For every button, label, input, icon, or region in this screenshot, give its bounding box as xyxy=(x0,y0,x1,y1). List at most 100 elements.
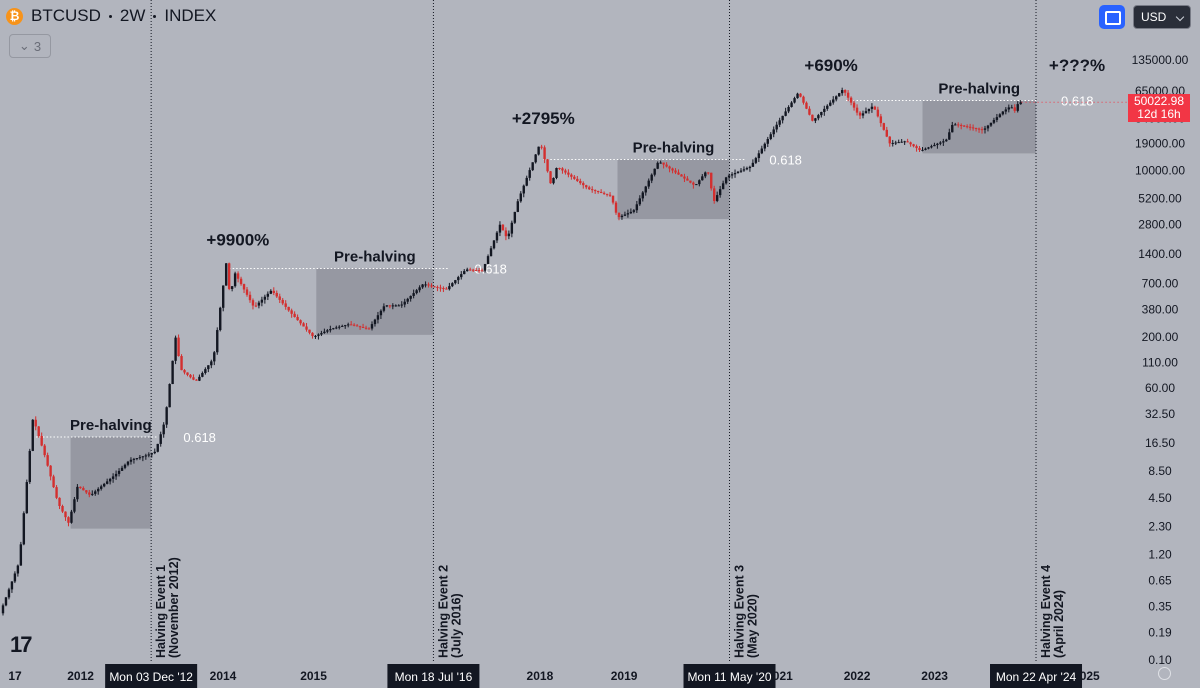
halving-label: Halving Event 1 (November 2012) xyxy=(154,557,181,658)
candle-body xyxy=(67,517,70,523)
candle-body xyxy=(590,189,594,191)
candle-body xyxy=(335,327,338,329)
candle-body xyxy=(379,310,383,316)
candle-body xyxy=(799,93,802,97)
candle-body xyxy=(430,285,433,287)
bar-countdown: 12d 16h xyxy=(1137,107,1181,121)
candle-body xyxy=(820,112,823,116)
candle-body xyxy=(787,106,790,112)
candle-body xyxy=(683,176,686,179)
candle-body xyxy=(314,335,317,337)
fib-label: 0.618 xyxy=(769,152,802,167)
candle-body xyxy=(620,215,624,218)
pre-halving-label: Pre-halving xyxy=(70,417,152,434)
candle-body xyxy=(760,148,764,154)
halving-label: Halving Event 3 (May 2020) xyxy=(733,565,760,658)
candle-body xyxy=(668,166,671,169)
candle-body xyxy=(88,492,91,495)
candle-body xyxy=(968,126,972,128)
currency-select[interactable]: USD xyxy=(1133,5,1191,29)
candle-body xyxy=(852,102,856,108)
candle-body xyxy=(132,458,136,460)
candle-body xyxy=(37,426,40,437)
candle-body xyxy=(332,328,335,330)
x-tick-label: 2015 xyxy=(300,669,327,683)
candle-body xyxy=(34,419,37,427)
candle-body xyxy=(582,183,585,186)
candle-body xyxy=(507,233,511,237)
candle-body xyxy=(894,142,897,144)
candle-body xyxy=(40,436,43,446)
candle-body xyxy=(251,300,255,306)
candle-body xyxy=(186,372,189,375)
candle-body xyxy=(662,162,665,165)
candle-body xyxy=(129,459,133,462)
x-axis: 17 2012 2014 2015 2018 2019 2021 2022 2023 2025Mo… xyxy=(8,664,1100,688)
exchange-label: INDEX xyxy=(164,6,217,25)
candle-body xyxy=(91,493,94,495)
candle-body xyxy=(775,124,778,130)
gain-label: +9900% xyxy=(206,230,269,249)
candle-body xyxy=(713,188,716,201)
settings-gear-icon[interactable] xyxy=(1158,667,1171,680)
candle-body xyxy=(114,473,118,477)
indicators-toggle[interactable]: ⌄ 3 xyxy=(9,34,51,58)
candle-body xyxy=(525,177,528,186)
candle-body xyxy=(400,304,403,306)
candle-body xyxy=(468,269,472,271)
candle-body xyxy=(983,128,987,130)
candle-body xyxy=(945,139,948,142)
candle-body xyxy=(861,113,865,116)
candle-body xyxy=(79,486,82,489)
candle-body xyxy=(784,111,787,116)
candle-body xyxy=(858,112,862,116)
candle-body xyxy=(796,93,799,99)
candle-body xyxy=(617,212,621,218)
candle-body xyxy=(552,177,555,184)
halving-label-line1: Halving Event 3 xyxy=(733,565,747,658)
fib-label: 0.618 xyxy=(474,262,507,277)
candle-body xyxy=(965,126,969,128)
fullscreen-button[interactable] xyxy=(1099,5,1125,29)
candle-body xyxy=(570,174,573,177)
tradingview-logo[interactable]: 17 xyxy=(10,632,33,657)
y-tick-label: 2.30 xyxy=(1148,520,1172,534)
candle-body xyxy=(680,174,683,177)
candle-body xyxy=(257,302,261,306)
candle-body xyxy=(650,174,653,181)
candle-body xyxy=(373,319,377,325)
candle-body xyxy=(99,486,103,489)
candle-body xyxy=(281,299,284,304)
y-tick-label: 60.00 xyxy=(1145,381,1175,395)
candle-body xyxy=(278,296,281,300)
candle-body xyxy=(207,365,210,370)
candle-body xyxy=(959,125,963,127)
candle-body xyxy=(918,148,921,150)
candle-body xyxy=(573,176,576,179)
symbol-header[interactable]: ₿ BTCUSD 2W INDEX xyxy=(6,6,216,26)
currency-value: USD xyxy=(1141,10,1167,24)
candle-body xyxy=(879,116,883,124)
candle-body xyxy=(156,443,159,452)
candle-body xyxy=(442,288,445,290)
candle-body xyxy=(927,147,930,149)
candle-body xyxy=(105,481,109,484)
candle-body xyxy=(4,597,8,606)
candle-body xyxy=(998,114,1002,118)
fib-label: 0.618 xyxy=(183,430,216,445)
candle-body xyxy=(296,316,299,321)
y-tick-label: 16.50 xyxy=(1145,436,1175,450)
candle-body xyxy=(733,173,737,175)
candle-body xyxy=(546,159,549,172)
candle-body xyxy=(338,326,341,328)
candle-body xyxy=(510,222,514,234)
candle-body xyxy=(22,513,26,545)
y-tick-label: 110.00 xyxy=(1142,355,1178,369)
y-tick-label: 8.50 xyxy=(1148,464,1172,478)
candle-body xyxy=(903,141,906,143)
candle-body xyxy=(388,305,392,307)
candle-body xyxy=(924,148,927,150)
candle-body xyxy=(757,153,761,159)
candle-body xyxy=(147,454,151,456)
